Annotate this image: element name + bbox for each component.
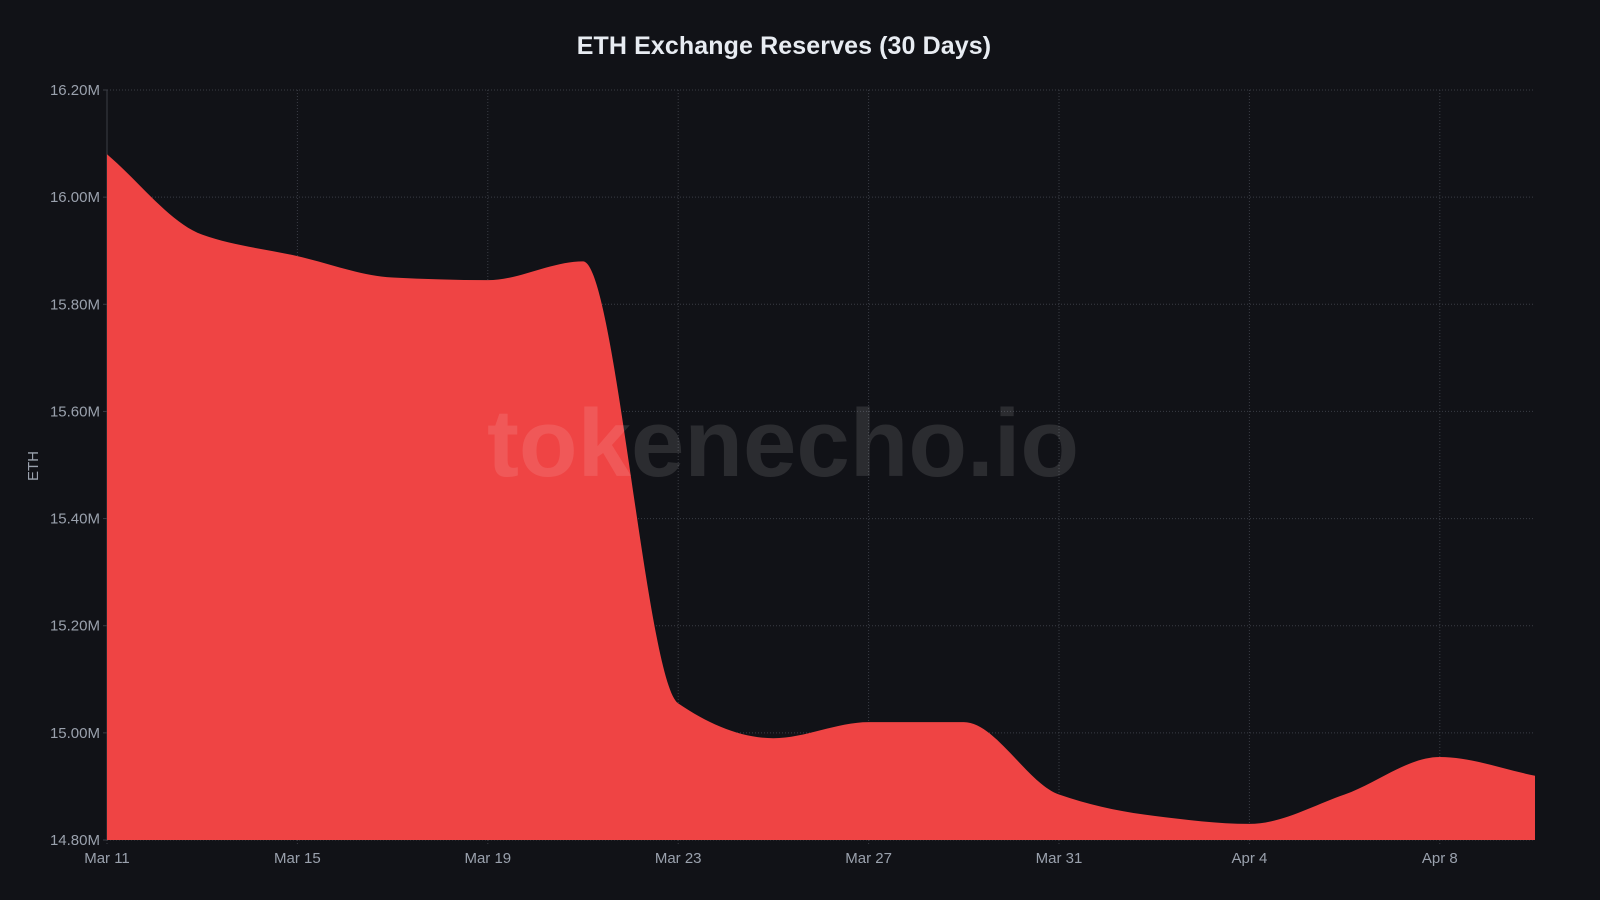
y-tick-label: 15.00M — [50, 725, 100, 742]
y-tick-label: 16.00M — [50, 189, 100, 206]
x-tick-label: Mar 23 — [655, 850, 702, 867]
y-axis-title: ETH — [25, 451, 42, 481]
y-tick-label: 15.20M — [50, 618, 100, 635]
x-tick-label: Mar 15 — [274, 850, 321, 867]
x-tick-label: Mar 27 — [845, 850, 892, 867]
y-tick-label: 15.40M — [50, 511, 100, 528]
x-tick-label: Mar 11 — [84, 850, 130, 867]
reserves-area-series[interactable] — [107, 154, 1535, 841]
axes: 14.80M 15.00M 15.20M 15.40M 15.60M 15.80M 16.0… — [50, 82, 1458, 867]
x-tick-label: Apr 8 — [1422, 850, 1458, 867]
y-tick-label: 15.60M — [50, 403, 100, 420]
y-tick-label: 16.20M — [50, 82, 100, 99]
chart-container: ETH Exchange Reserves (30 Days) tokenech… — [25, 32, 1535, 867]
watermark: tokenecho.io — [487, 390, 1079, 497]
y-tick-label: 14.80M — [50, 832, 100, 849]
chart-title: ETH Exchange Reserves (30 Days) — [576, 32, 992, 60]
x-tick-label: Mar 31 — [1036, 850, 1083, 867]
y-tick-label: 15.80M — [50, 296, 100, 313]
x-tick-label: Apr 4 — [1231, 850, 1267, 867]
x-tick-label: Mar 19 — [464, 850, 511, 867]
area-chart: tokenecho.io 14.80M 15.00M 15.20M 15.40M 15.… — [25, 82, 1535, 867]
